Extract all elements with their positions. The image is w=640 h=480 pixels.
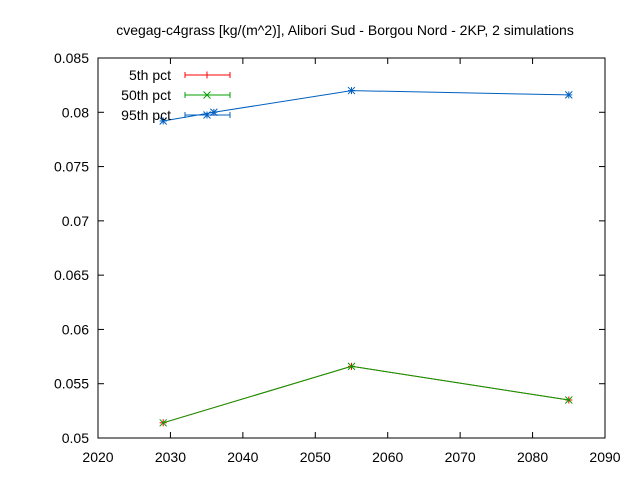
chart-title: cvegag-c4grass [kg/(m^2)], Alibori Sud -…: [116, 22, 574, 38]
series-2: [159, 86, 573, 125]
y-tick-label: 0.065: [54, 267, 89, 283]
y-tick-label: 0.085: [54, 50, 89, 66]
data-point: [347, 86, 356, 95]
x-tick-label: 2090: [589, 449, 620, 465]
y-tick-label: 0.05: [62, 430, 89, 446]
data-point: [564, 91, 573, 99]
data-point: [159, 418, 168, 427]
legend-marker: [203, 111, 211, 119]
legend-item: 5th pct: [129, 67, 231, 83]
series-line: [163, 90, 569, 122]
legend-label: 50th pct: [121, 87, 171, 103]
y-tick-label: 0.075: [54, 159, 89, 175]
data-point: [564, 396, 573, 404]
x-tick-label: 2070: [445, 449, 476, 465]
x-tick-label: 2040: [227, 449, 258, 465]
series-layer: [159, 86, 573, 427]
axis-ticks: 2020 2030 2040 2050 2060 2070 2080 2090 0.05 0.05…: [54, 50, 621, 465]
x-tick-label: 2080: [517, 449, 548, 465]
x-tick-label: 2050: [300, 449, 331, 465]
legend-item: 50th pct: [121, 87, 231, 103]
y-tick-label: 0.08: [62, 104, 89, 120]
legend-item: 95th pct: [121, 107, 231, 123]
x-tick-label: 2030: [155, 449, 186, 465]
y-tick-label: 0.055: [54, 376, 89, 392]
legend-label: 95th pct: [121, 107, 171, 123]
plot-frame: [97, 57, 606, 439]
data-point: [159, 117, 168, 125]
plot-border: [97, 57, 606, 439]
legend: 5th pct 50th pct 95th pct: [121, 67, 231, 123]
x-tick-label: 2020: [82, 449, 113, 465]
legend-marker: [203, 71, 211, 79]
y-tick-label: 0.06: [62, 321, 89, 337]
legend-label: 5th pct: [129, 67, 171, 83]
series-1: [159, 362, 573, 427]
x-tick-label: 2060: [372, 449, 403, 465]
legend-marker: [203, 91, 211, 99]
y-tick-label: 0.07: [62, 213, 89, 229]
data-point: [347, 362, 356, 371]
